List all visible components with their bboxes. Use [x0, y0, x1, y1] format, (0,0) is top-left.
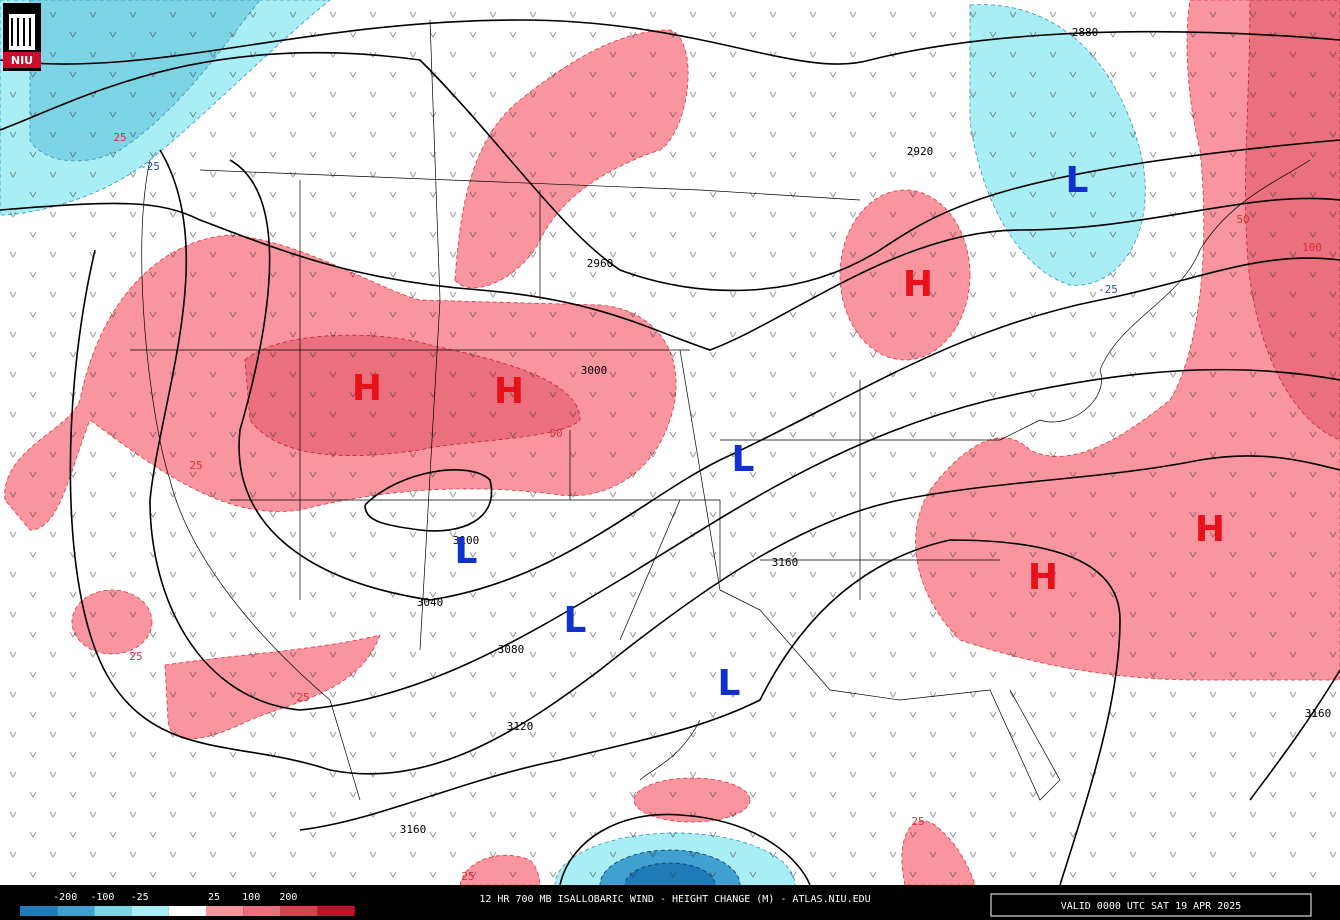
legend-label: -100 [90, 892, 114, 903]
low-center: L [455, 531, 478, 572]
legend-swatch [280, 906, 318, 916]
change-label: -25 [140, 160, 160, 173]
height-label: 3160 [772, 556, 799, 569]
height-label: 2880 [1072, 26, 1099, 39]
change-label: 50 [549, 427, 562, 440]
valid-box [990, 893, 1312, 917]
height-label: 3000 [581, 364, 608, 377]
low-center: L [732, 439, 755, 480]
high-center: H [352, 368, 382, 409]
height-label: 3100 [453, 534, 480, 547]
legend-label: -25 [131, 892, 149, 903]
legend-swatch [206, 906, 244, 916]
change-label: 25 [189, 459, 202, 472]
high-center: H [494, 371, 524, 412]
legend-swatch [20, 906, 58, 916]
change-label: 25 [129, 650, 142, 663]
height-label: 2960 [587, 257, 614, 270]
height-contours [0, 19, 1340, 886]
legend-swatch [131, 906, 169, 916]
legend-label: 100 [242, 892, 260, 903]
height-label: 2920 [907, 145, 934, 158]
legend-label: -200 [53, 892, 77, 903]
footer-title: 12 HR 700 MB ISALLOBARIC WIND - HEIGHT C… [479, 894, 870, 905]
change-label: 25 [461, 870, 474, 883]
height-label: 3160 [400, 823, 427, 836]
wind-barbs [0, 0, 1340, 885]
logo-text: NIU [11, 54, 33, 67]
low-center: L [718, 663, 741, 704]
change-label: 25 [113, 131, 126, 144]
change-label: -25 [1098, 283, 1118, 296]
height-labels: 2880 2920 2960 3000 3100 3040 3080 3120 … [400, 26, 1332, 836]
change-label: 25 [296, 691, 309, 704]
high-center: H [1028, 557, 1058, 598]
height-label: 3080 [498, 643, 525, 656]
legend-label: 25 [208, 892, 220, 903]
legend-swatch [94, 906, 132, 916]
valid-time: VALID 0000 UTC SAT 19 APR 2025 [1061, 901, 1242, 912]
low-center: L [564, 600, 587, 641]
borders [130, 19, 1311, 801]
legend-swatch [168, 906, 206, 916]
high-center: H [1195, 509, 1225, 550]
height-label: 3040 [417, 596, 444, 609]
legend-label: 200 [279, 892, 297, 903]
high-center: H [903, 264, 933, 305]
legend-swatch [317, 906, 355, 916]
legend-swatch [57, 906, 95, 916]
low-center: L [1066, 160, 1089, 201]
change-label: 25 [911, 815, 924, 828]
height-label: 3160 [1305, 707, 1332, 720]
legend-swatch [243, 906, 281, 916]
change-label: 100 [1302, 241, 1322, 254]
height-label: 3120 [507, 720, 534, 733]
logo: NIU [3, 3, 41, 71]
legend: -200 -100 -25 25 100 200 [20, 892, 355, 916]
change-label: 50 [1236, 213, 1249, 226]
change-labels: 25 25 50 25 25 50 -25 -25 100 25 25 [113, 131, 1322, 883]
pressure-centers: H H H H H L L L L L L [352, 160, 1225, 704]
